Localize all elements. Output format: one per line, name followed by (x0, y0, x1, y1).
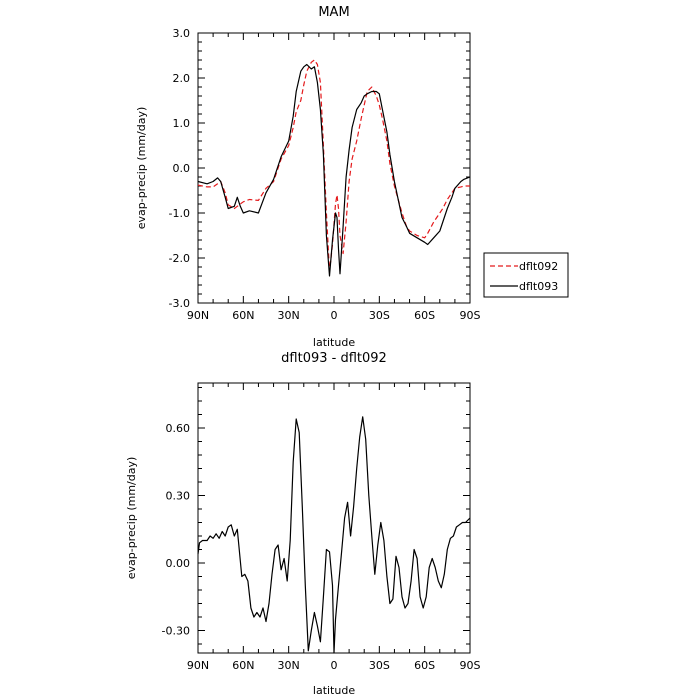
y-tick-label: -1.0 (169, 207, 190, 220)
panel-bottom-xlabel: latitude (313, 684, 355, 697)
panel-bottom: dflt093 - dflt092 90N 60N 30N 0 30S 60S 90S -0.… (125, 351, 481, 697)
y-tick-label: 1.0 (173, 117, 191, 130)
x-tick-label: 90N (187, 659, 209, 672)
y-tick-label: 3.0 (173, 27, 191, 40)
y-tick-label: 0.30 (166, 490, 191, 503)
x-tick-label: 0 (331, 309, 338, 322)
y-tick-label: 0.0 (173, 162, 191, 175)
x-tick-label: 30S (369, 659, 390, 672)
panel-top-series (197, 59, 471, 277)
series-line-dflt093 (197, 63, 471, 277)
x-tick-label: 60N (232, 309, 254, 322)
legend-box (483, 252, 569, 298)
legend-label-dflt093: dflt093 (519, 280, 558, 293)
y-tick-label: -3.0 (169, 297, 190, 310)
series-line-diff-0 (197, 416, 471, 654)
series-line-dflt092 (197, 59, 470, 273)
y-tick-label: -2.0 (169, 252, 190, 265)
x-tick-label: 90S (460, 659, 481, 672)
x-tick-label: 60S (414, 659, 435, 672)
x-tick-label: 0 (331, 659, 338, 672)
panel-bottom-title: dflt093 - dflt092 (281, 351, 387, 366)
x-tick-label: 60N (232, 659, 254, 672)
panel-bottom-ylabel: evap-precip (mm/day) (125, 457, 138, 580)
y-tick-label: 2.0 (173, 72, 191, 85)
panel-top-xlabel: latitude (313, 336, 355, 349)
legend: dflt092 dflt093 (483, 252, 569, 298)
y-tick-label: 0.00 (166, 557, 191, 570)
panel-bottom-ticks: 90N 60N 30N 0 30S 60S 90S -0.30 0.00 0.30 0.60 (162, 383, 481, 672)
panel-top: MAM 90N 60N 30N 0 30S 60S 90S -3.0 -2.0 -1.0 0.0 1.… (135, 5, 569, 349)
y-tick-label: -0.30 (162, 625, 190, 638)
x-tick-label: 30N (278, 659, 300, 672)
panel-top-ticks: 90N 60N 30N 0 30S 60S 90S -3.0 -2.0 -1.0 0.0 1.0 2.0… (169, 27, 481, 322)
panel-bottom-plot-frame (197, 382, 471, 654)
panel-top-title: MAM (318, 5, 349, 20)
x-tick-label: 30N (278, 309, 300, 322)
panel-top-plot-frame (197, 32, 471, 304)
x-tick-label: 30S (369, 309, 390, 322)
x-tick-label: 60S (414, 309, 435, 322)
legend-label-dflt092: dflt092 (519, 260, 558, 273)
y-tick-label: 0.60 (166, 422, 191, 435)
x-tick-label: 90N (187, 309, 209, 322)
panel-bottom-series (197, 416, 471, 654)
x-tick-label: 90S (460, 309, 481, 322)
panel-top-ylabel: evap-precip (mm/day) (135, 107, 148, 230)
